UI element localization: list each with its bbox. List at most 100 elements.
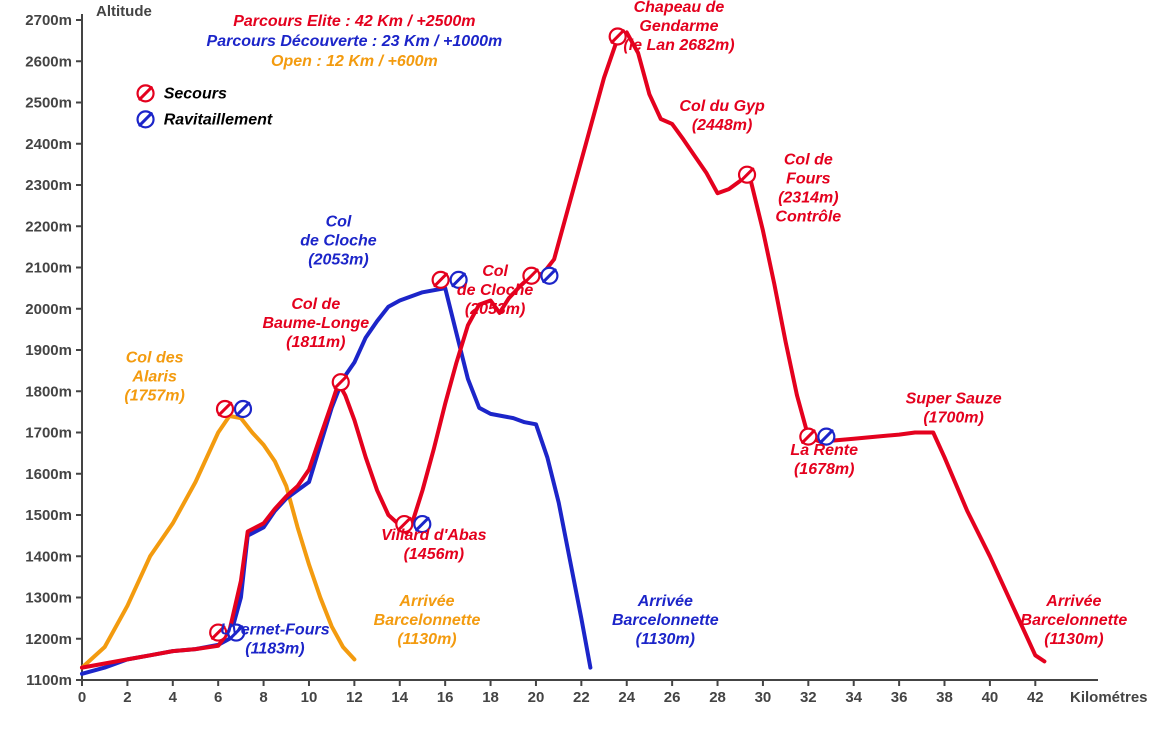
annotation-line: de Cloche xyxy=(300,232,377,249)
annotation-line: Uvernet-Fours xyxy=(220,622,329,639)
secours-marker-icon xyxy=(433,272,449,288)
annotation-line: Col de xyxy=(291,296,340,313)
annotation: Villard d'Abas (1456m) xyxy=(381,527,487,563)
x-tick-label: 22 xyxy=(573,689,590,706)
annotation: Arrivée Barcelonnette (1130m) xyxy=(374,593,481,648)
x-tick-label: 6 xyxy=(214,689,222,706)
y-axis-label: Altitude xyxy=(96,3,152,20)
y-tick-label: 2000m xyxy=(25,301,72,318)
annotation-line: Barcelonnette xyxy=(612,612,719,629)
annotation-line: Col des xyxy=(126,349,184,366)
annotation-line: Arrivée xyxy=(398,593,454,610)
annotation-line: (1130m) xyxy=(397,631,456,648)
x-tick-label: 40 xyxy=(982,689,999,706)
annotation-line: Barcelonnette xyxy=(374,612,481,629)
annotation-line: (1811m) xyxy=(286,334,345,351)
x-tick-label: 38 xyxy=(936,689,953,706)
annotation-line: (1456m) xyxy=(404,546,464,563)
annotation-line: (2314m) xyxy=(778,189,838,206)
annotation-line: (1130m) xyxy=(1044,631,1103,648)
x-tick-label: 12 xyxy=(346,689,363,706)
ravitaillement-marker-icon xyxy=(138,111,154,127)
x-tick-label: 32 xyxy=(800,689,817,706)
annotation: ArrivéeBarcelonnette(1130m) xyxy=(1021,593,1128,648)
y-tick-label: 1200m xyxy=(25,631,72,648)
annotation-line: Chapeau de xyxy=(634,0,725,16)
y-tick-label: 2400m xyxy=(25,136,72,153)
annotation-line: La Rente xyxy=(790,442,858,459)
annotation-line: (2053m) xyxy=(308,251,368,268)
annotation-line: (1700m) xyxy=(923,410,983,427)
y-tick-label: 1500m xyxy=(25,507,72,524)
annotation-line: Super Sauze xyxy=(906,391,1002,408)
y-tick-label: 1800m xyxy=(25,383,72,400)
annotation-line: Alaris xyxy=(131,368,177,385)
annotation: Col de Cloche (2053m) xyxy=(300,213,377,268)
y-tick-label: 2300m xyxy=(25,177,72,194)
x-tick-label: 28 xyxy=(709,689,726,706)
secours-marker-icon xyxy=(217,401,233,417)
annotation-line: (1757m) xyxy=(124,387,184,404)
secours-marker-icon xyxy=(138,85,154,101)
x-tick-label: 18 xyxy=(482,689,499,706)
annotation-line: (le Lan 2682m) xyxy=(623,37,734,54)
x-tick-label: 16 xyxy=(437,689,454,706)
x-tick-label: 10 xyxy=(301,689,318,706)
secours-marker-icon xyxy=(333,374,349,390)
x-tick-label: 30 xyxy=(755,689,772,706)
annotation-line: Col xyxy=(482,263,508,280)
annotation-line: Col xyxy=(326,213,352,230)
annotation-line: (2053m) xyxy=(465,301,525,318)
x-axis-label: Kilométres xyxy=(1070,689,1148,706)
annotation: Arrivée Barcelonnette (1130m) xyxy=(612,593,719,648)
annotation: Super Sauze (1700m) xyxy=(906,391,1002,427)
annotation: La Rente (1678m) xyxy=(790,442,858,478)
legend-label: Secours xyxy=(164,85,227,102)
x-tick-label: 20 xyxy=(528,689,545,706)
annotation-line: (1130m) xyxy=(636,631,695,648)
x-tick-label: 26 xyxy=(664,689,681,706)
annotation-line: Arrivée xyxy=(637,593,693,610)
annotation-line: Gendarme xyxy=(639,18,718,35)
header-line: Parcours Elite : 42 Km / +2500m xyxy=(233,13,475,30)
annotation-line: Contrôle xyxy=(775,208,841,225)
y-tick-label: 1600m xyxy=(25,466,72,483)
annotation: Col deFours(2314m)Contrôle xyxy=(775,151,841,225)
elevation-chart: 1100m1200m1300m1400m1500m1600m1700m1800m… xyxy=(0,0,1152,732)
annotation: Col des Alaris (1757m) xyxy=(124,349,184,404)
x-tick-label: 42 xyxy=(1027,689,1044,706)
annotation-line: de Cloche xyxy=(457,282,534,299)
x-tick-label: 36 xyxy=(891,689,908,706)
y-tick-label: 1100m xyxy=(26,672,72,689)
y-tick-label: 1700m xyxy=(25,425,72,442)
y-tick-label: 2700m xyxy=(25,12,72,29)
x-tick-label: 2 xyxy=(123,689,131,706)
annotation: Col de Cloche (2053m) xyxy=(457,263,534,318)
ravitaillement-marker-icon xyxy=(541,268,557,284)
x-tick-label: 34 xyxy=(845,689,862,706)
header-line: Parcours Découverte : 23 Km / +1000m xyxy=(207,33,503,50)
y-tick-label: 1300m xyxy=(25,590,72,607)
y-tick-label: 2500m xyxy=(25,95,72,112)
annotation-line: Villard d'Abas xyxy=(381,527,487,544)
annotation-line: (1678m) xyxy=(794,461,854,478)
annotation-line: (1183m) xyxy=(245,641,304,658)
annotation-line: Baume-Longe xyxy=(262,315,369,332)
y-tick-label: 2200m xyxy=(25,218,72,235)
x-tick-label: 4 xyxy=(169,689,178,706)
y-tick-label: 2100m xyxy=(25,260,72,277)
annotation-line: Fours xyxy=(786,170,831,187)
x-tick-label: 24 xyxy=(618,689,635,706)
header-line: Open : 12 Km / +600m xyxy=(271,53,438,70)
ravitaillement-marker-icon xyxy=(235,401,251,417)
annotation-line: Col du Gyp xyxy=(679,98,765,115)
annotation: Col de Baume-Longe (1811m) xyxy=(262,296,369,351)
legend-label: Ravitaillement xyxy=(164,111,273,128)
annotation: Col du Gyp(2448m) xyxy=(679,98,765,134)
x-tick-label: 14 xyxy=(391,689,408,706)
x-tick-label: 0 xyxy=(78,689,86,706)
x-tick-label: 8 xyxy=(259,689,267,706)
secours-marker-icon xyxy=(739,167,755,183)
y-tick-label: 2600m xyxy=(25,53,72,70)
annotation-line: Arrivée xyxy=(1045,593,1101,610)
